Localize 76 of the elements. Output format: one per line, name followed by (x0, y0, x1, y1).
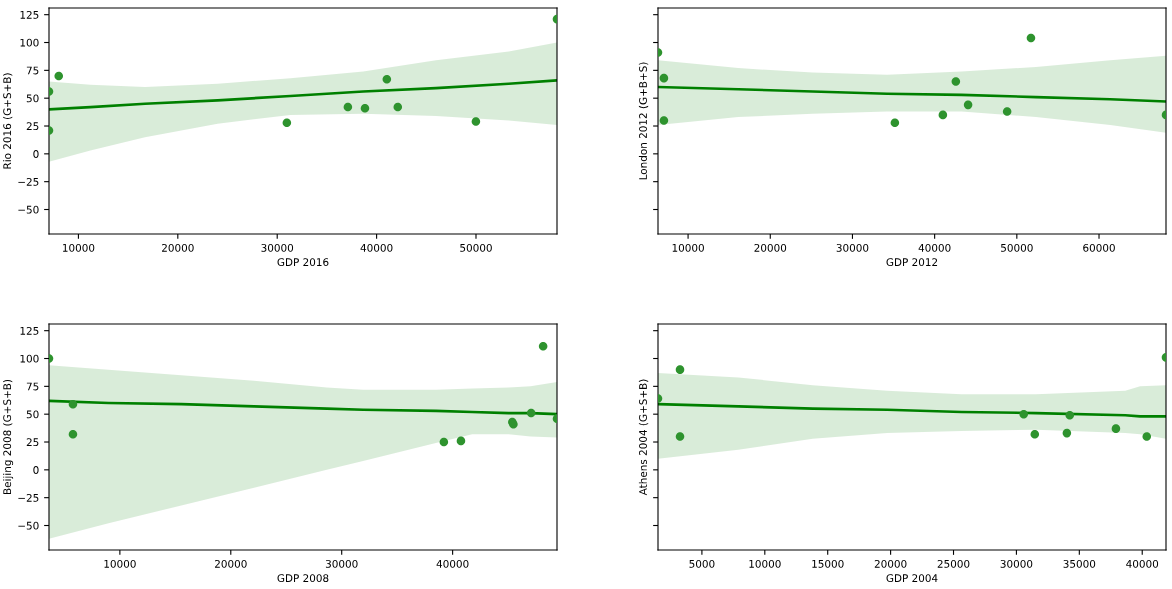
y-tick-label: −50 (18, 521, 39, 530)
point (360, 103, 370, 113)
point (68, 429, 78, 439)
y-tick-label: 0 (33, 150, 39, 158)
point (526, 408, 536, 418)
y-tick-label: −50 (18, 205, 39, 214)
x-tick-label: 20000 (214, 559, 247, 568)
x-tick-label: 30000 (325, 559, 358, 568)
y-axis-title: Beijing 2008 (G+S+B) (3, 379, 14, 494)
point (393, 102, 403, 112)
x-tick-label: 15000 (812, 559, 844, 568)
x-tick-label: 40000 (360, 243, 393, 252)
point (1026, 33, 1036, 43)
y-axis-title: Athens 2004 (G+S+B) (638, 379, 649, 496)
x-tick-label: 30000 (261, 243, 294, 252)
x-axis-title: GDP 2004 (886, 574, 938, 583)
x-tick-label: 10000 (104, 559, 136, 568)
x-tick-label: 20000 (874, 559, 907, 568)
y-tick-label: 25 (26, 438, 39, 447)
point (938, 110, 948, 120)
x-tick-label: 40000 (918, 243, 951, 252)
point (890, 118, 900, 127)
point (538, 341, 548, 351)
y-tick-label: 125 (20, 326, 39, 335)
x-tick-label: 60000 (1083, 243, 1115, 252)
point (1019, 409, 1028, 419)
x-tick-label: 20000 (754, 243, 787, 252)
line-series (49, 79, 557, 111)
point (659, 116, 669, 125)
point (439, 437, 449, 447)
x-axis-title: GDP 2016 (277, 258, 329, 267)
point (675, 365, 685, 374)
y-tick-label: 50 (26, 94, 39, 103)
point (1002, 107, 1012, 116)
y-axis-title: Rio 2016 (G+S+B) (3, 73, 13, 169)
y-tick-label: 50 (26, 410, 39, 419)
point (1030, 429, 1040, 439)
point (282, 118, 292, 127)
x-axis-title: GDP 2012 (886, 258, 938, 267)
x-tick-label: 10000 (63, 243, 95, 252)
point (1111, 424, 1121, 433)
point (382, 74, 392, 84)
x-tick-label: 40000 (436, 559, 469, 568)
x-tick-label: 5000 (689, 559, 715, 568)
y-tick-label: 25 (26, 122, 39, 131)
point (1065, 411, 1075, 420)
y-tick-label: 100 (20, 354, 39, 363)
y-tick-label: 75 (26, 66, 39, 75)
y-tick-label: −25 (18, 177, 39, 186)
y-axis-title: London 2012 (G+B+S) (638, 62, 649, 180)
point (675, 432, 685, 441)
point (1142, 432, 1152, 441)
y-tick-label: 0 (33, 466, 39, 474)
x-tick-label: 50000 (460, 243, 492, 252)
x-tick-label: 30000 (836, 243, 869, 252)
x-tick-label: 25000 (937, 559, 970, 568)
point (951, 77, 961, 86)
y-tick-label: −25 (18, 493, 39, 502)
x-tick-label: 10000 (749, 559, 781, 568)
x-tick-label: 10000 (672, 243, 704, 252)
point (471, 117, 481, 126)
x-tick-label: 35000 (1063, 559, 1096, 568)
point (343, 102, 353, 112)
x-axis-title: GDP 2008 (277, 574, 329, 583)
y-tick-label: 75 (26, 382, 39, 391)
x-tick-label: 20000 (162, 243, 194, 252)
x-tick-label: 40000 (1126, 559, 1159, 568)
point (68, 399, 78, 409)
point (1062, 428, 1072, 438)
y-tick-label: 125 (20, 10, 39, 19)
y-tick-label: 100 (20, 38, 39, 47)
x-tick-label: 50000 (1001, 243, 1033, 252)
point (456, 436, 466, 446)
x-tick-label: 30000 (1000, 559, 1033, 568)
point (963, 100, 973, 110)
point (659, 73, 669, 83)
